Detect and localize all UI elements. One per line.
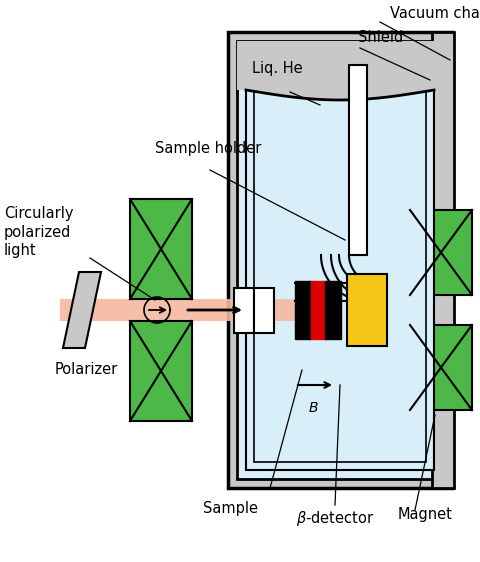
Bar (237, 41, 443, 479)
Bar (246, 50, 434, 470)
Bar (254, 58, 426, 462)
Bar (410, 210, 472, 295)
Bar (130, 321, 192, 421)
Text: Magnet: Magnet (397, 507, 453, 523)
Bar (60, 299, 295, 321)
Text: Sample: Sample (203, 501, 257, 515)
Bar (237, 41, 443, 90)
Bar (347, 274, 387, 346)
Text: Vacuum chamber: Vacuum chamber (390, 7, 480, 21)
Polygon shape (63, 272, 101, 348)
Text: Circularly
polarized
light: Circularly polarized light (4, 206, 73, 258)
Bar (254, 288, 274, 333)
Text: $\beta$-detector: $\beta$-detector (296, 509, 374, 528)
Bar (349, 65, 367, 255)
Bar (432, 32, 454, 488)
Bar (325, 281, 341, 339)
Text: Liq. He: Liq. He (252, 61, 302, 75)
Bar (130, 199, 192, 299)
Bar (410, 325, 472, 410)
Text: Polarizer: Polarizer (55, 362, 118, 378)
Bar (295, 281, 311, 339)
Bar (228, 32, 452, 488)
Polygon shape (246, 50, 434, 100)
Text: Shield: Shield (358, 30, 403, 46)
Bar (234, 288, 254, 333)
Bar (311, 281, 325, 339)
Text: B: B (308, 401, 318, 415)
Text: Sample holder: Sample holder (155, 140, 262, 156)
